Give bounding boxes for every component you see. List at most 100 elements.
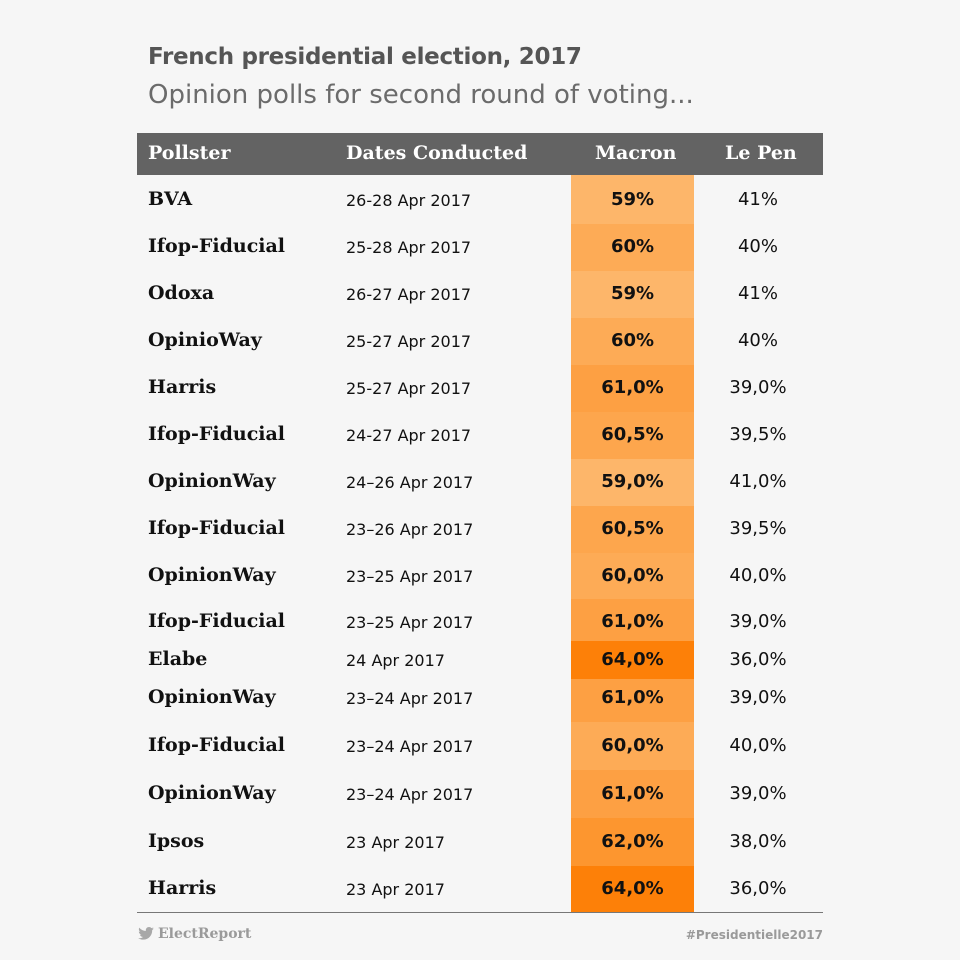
macron-cell: 59,0%	[601, 471, 664, 492]
pollster-cell: OpinionWay	[148, 686, 276, 708]
lepen-cell: 36,0%	[729, 878, 787, 899]
pollster-cell: Ifop-Fiducial	[148, 235, 286, 257]
lepen-cell: 41,0%	[729, 471, 787, 492]
table-row: OpinioWay 25-27 Apr 2017 60% 40%	[137, 329, 823, 353]
chart-title: French presidential election, 2017	[148, 44, 582, 70]
macron-heat-cell	[571, 818, 694, 866]
macron-cell: 61,0%	[601, 377, 664, 398]
macron-cell: 60%	[610, 236, 655, 257]
pollster-cell: Ifop-Fiducial	[148, 610, 286, 632]
macron-cell: 61,0%	[601, 611, 664, 632]
macron-cell: 59%	[610, 189, 655, 210]
table-row: Harris 23 Apr 2017 64,0% 36,0%	[137, 877, 823, 901]
macron-cell: 64,0%	[601, 649, 664, 670]
table-row: OpinionWay 23–24 Apr 2017 61,0% 39,0%	[137, 686, 823, 710]
dates-cell: 24–26 Apr 2017	[346, 473, 474, 492]
macron-heat-cell	[571, 770, 694, 818]
column-header-lepen: Le Pen	[725, 142, 797, 164]
macron-cell: 60,5%	[601, 518, 664, 539]
lepen-cell: 40,0%	[729, 735, 787, 756]
macron-heat-cell	[571, 722, 694, 770]
dates-cell: 24-27 Apr 2017	[346, 426, 472, 445]
lepen-cell: 39,0%	[729, 377, 787, 398]
dates-cell: 24 Apr 2017	[346, 651, 445, 670]
macron-heat-cell	[571, 679, 694, 722]
table-row: Elabe 24 Apr 2017 64,0% 36,0%	[137, 648, 823, 672]
lepen-cell: 36,0%	[729, 649, 787, 670]
table-row: OpinionWay 23–25 Apr 2017 60,0% 40,0%	[137, 564, 823, 588]
dates-cell: 23–26 Apr 2017	[346, 520, 474, 539]
macron-heat-cell	[571, 223, 694, 271]
table-row: Ifop-Fiducial 23–26 Apr 2017 60,5% 39,5%	[137, 517, 823, 541]
lepen-cell: 40,0%	[729, 565, 787, 586]
macron-heat-cell	[571, 865, 694, 912]
pollster-cell: OpinionWay	[148, 782, 276, 804]
pollster-cell: OpinioWay	[148, 329, 262, 351]
dates-cell: 23–24 Apr 2017	[346, 689, 474, 708]
table-row: Ifop-Fiducial 23–25 Apr 2017 61,0% 39,0%	[137, 610, 823, 634]
macron-cell: 62,0%	[601, 831, 664, 852]
dates-cell: 23–24 Apr 2017	[346, 785, 474, 804]
pollster-cell: Ifop-Fiducial	[148, 517, 286, 539]
macron-heat-cell	[571, 411, 694, 459]
pollster-cell: Harris	[148, 877, 217, 899]
macron-cell: 60,5%	[601, 424, 664, 445]
pollster-cell: OpinionWay	[148, 470, 276, 492]
macron-heat-cell	[571, 270, 694, 318]
lepen-cell: 39,0%	[729, 611, 787, 632]
column-header-pollster: Pollster	[148, 142, 231, 164]
lepen-cell: 41%	[737, 189, 778, 210]
macron-heat-cell	[571, 364, 694, 412]
dates-cell: 23 Apr 2017	[346, 833, 445, 852]
table-row: OpinionWay 23–24 Apr 2017 61,0% 39,0%	[137, 782, 823, 806]
dates-cell: 26-27 Apr 2017	[346, 285, 472, 304]
macron-cell: 61,0%	[601, 687, 664, 708]
macron-cell: 59%	[610, 283, 655, 304]
macron-cell: 60,0%	[601, 735, 664, 756]
table-row: Ifop-Fiducial 25-28 Apr 2017 60% 40%	[137, 235, 823, 259]
table-bottom-rule	[137, 912, 823, 913]
chart-subtitle: Opinion polls for second round of voting…	[148, 80, 694, 110]
pollster-cell: Elabe	[148, 648, 208, 670]
macron-cell: 64,0%	[601, 878, 664, 899]
pollster-cell: OpinionWay	[148, 564, 276, 586]
lepen-cell: 38,0%	[729, 831, 787, 852]
macron-heat-cell	[571, 641, 694, 679]
table-row: OpinionWay 24–26 Apr 2017 59,0% 41,0%	[137, 470, 823, 494]
footer-brand-label: ElectReport	[158, 926, 252, 942]
macron-heat-cell	[571, 317, 694, 365]
pollster-cell: Ifop-Fiducial	[148, 423, 286, 445]
dates-cell: 25-27 Apr 2017	[346, 332, 472, 351]
dates-cell: 23–25 Apr 2017	[346, 567, 474, 586]
pollster-cell: Ipsos	[148, 830, 205, 852]
column-header-dates: Dates Conducted	[346, 142, 528, 164]
macron-heat-cell	[571, 175, 694, 224]
table-row: Ipsos 23 Apr 2017 62,0% 38,0%	[137, 830, 823, 854]
lepen-cell: 39,0%	[729, 687, 787, 708]
macron-heat-column	[571, 175, 694, 913]
lepen-cell: 41%	[737, 283, 778, 304]
macron-heat-cell	[571, 552, 694, 599]
dates-cell: 23–25 Apr 2017	[346, 613, 474, 632]
dates-cell: 25-28 Apr 2017	[346, 238, 472, 257]
pollster-cell: Odoxa	[148, 282, 215, 304]
dates-cell: 23 Apr 2017	[346, 880, 445, 899]
lepen-cell: 39,5%	[729, 518, 787, 539]
macron-cell: 60%	[610, 330, 655, 351]
table-row: BVA 26-28 Apr 2017 59% 41%	[137, 188, 823, 212]
macron-heat-cell	[571, 458, 694, 506]
macron-heat-cell	[571, 599, 694, 641]
macron-cell: 61,0%	[601, 783, 664, 804]
macron-heat-cell	[571, 505, 694, 553]
twitter-bird-icon	[138, 927, 154, 940]
table-row: Odoxa 26-27 Apr 2017 59% 41%	[137, 282, 823, 306]
table-row: Ifop-Fiducial 23–24 Apr 2017 60,0% 40,0%	[137, 734, 823, 758]
table-row: Harris 25-27 Apr 2017 61,0% 39,0%	[137, 376, 823, 400]
lepen-cell: 39,5%	[729, 424, 787, 445]
pollster-cell: Ifop-Fiducial	[148, 734, 286, 756]
footer-brand: ElectReport	[138, 926, 251, 942]
dates-cell: 26-28 Apr 2017	[346, 191, 472, 210]
table-row: Ifop-Fiducial 24-27 Apr 2017 60,5% 39,5%	[137, 423, 823, 447]
dates-cell: 25-27 Apr 2017	[346, 379, 472, 398]
macron-cell: 60,0%	[601, 565, 664, 586]
